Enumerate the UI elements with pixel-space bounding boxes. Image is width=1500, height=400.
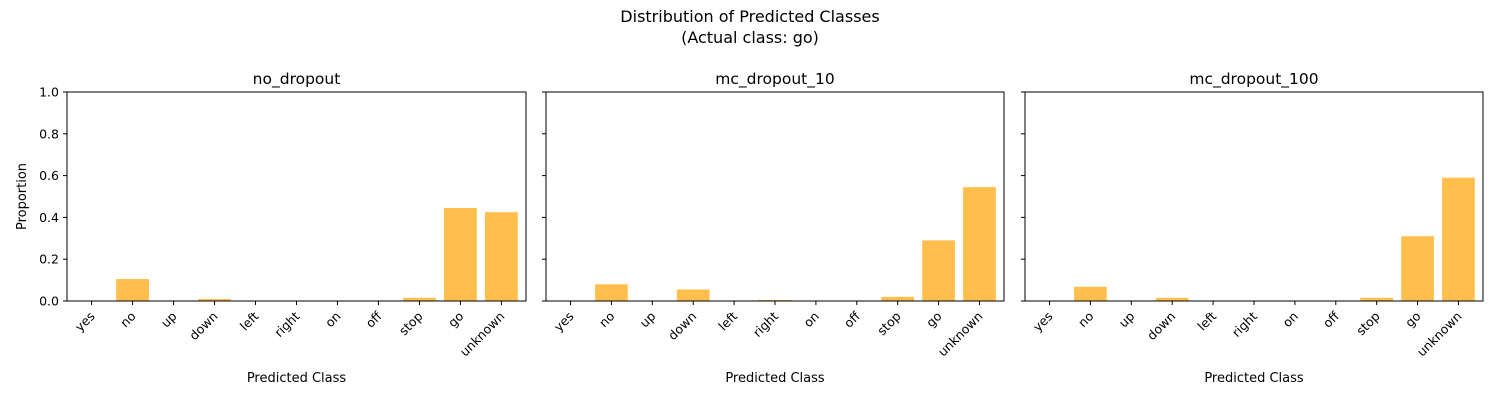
x-tick-label: no bbox=[596, 309, 618, 331]
x-tick-label: on bbox=[800, 309, 822, 331]
x-tick-label: yes bbox=[551, 309, 577, 335]
bar-unknown bbox=[1442, 177, 1475, 301]
x-tick-label: stop bbox=[396, 308, 426, 338]
x-tick-label: unknown bbox=[457, 309, 508, 360]
y-tick-label: 0.6 bbox=[39, 168, 59, 183]
x-axis-label: Predicted Class bbox=[725, 371, 825, 386]
bar-stop bbox=[1360, 297, 1394, 301]
x-tick-label: yes bbox=[1030, 309, 1056, 335]
bar-stop bbox=[881, 296, 915, 301]
subplot-panels: yes no up down left right on off stop gounknown0.… bbox=[15, 70, 1484, 386]
bar-no bbox=[1074, 286, 1107, 301]
subplot-title: mc_dropout_10 bbox=[715, 70, 834, 89]
bar-down bbox=[676, 289, 710, 301]
x-tick-label: up bbox=[1116, 308, 1138, 330]
x-tick-label: stop bbox=[1353, 308, 1383, 338]
x-tick-label: no bbox=[117, 309, 139, 331]
x-tick-label: go bbox=[923, 309, 945, 331]
y-tick-label: 0.0 bbox=[39, 294, 59, 309]
x-tick-label: on bbox=[1279, 309, 1301, 331]
x-tick-label: left bbox=[715, 308, 740, 333]
x-tick-label: off bbox=[1320, 308, 1342, 330]
x-tick-label: no bbox=[1075, 309, 1097, 331]
x-tick-label: yes bbox=[72, 309, 98, 335]
x-tick-label: down bbox=[665, 309, 699, 343]
bar-unknown bbox=[485, 212, 518, 301]
figure-title-line1: Distribution of Predicted Classes bbox=[620, 7, 879, 26]
bar-stop bbox=[403, 297, 436, 301]
x-tick-label: on bbox=[322, 309, 344, 331]
x-axis-label: Predicted Class bbox=[1204, 371, 1304, 386]
bar-unknown bbox=[963, 187, 996, 301]
x-tick-label: stop bbox=[874, 308, 904, 338]
x-tick-label: left bbox=[1194, 308, 1219, 333]
bar-right bbox=[758, 299, 792, 301]
x-tick-label: right bbox=[1229, 308, 1260, 339]
x-tick-label: right bbox=[271, 308, 302, 339]
y-tick-label: 0.8 bbox=[39, 126, 59, 141]
x-tick-label: go bbox=[445, 309, 467, 331]
y-tick-label: 1.0 bbox=[39, 85, 59, 100]
x-tick-label: left bbox=[237, 308, 262, 333]
x-tick-label: off bbox=[362, 308, 384, 330]
x-tick-label: go bbox=[1402, 309, 1424, 331]
y-axis-label: Proportion bbox=[15, 163, 30, 230]
bar-no bbox=[116, 279, 149, 301]
x-tick-label: down bbox=[1144, 309, 1178, 343]
subplot-title: no_dropout bbox=[253, 70, 341, 89]
y-tick-label: 0.2 bbox=[39, 252, 59, 267]
y-tick-label: 0.4 bbox=[39, 210, 59, 225]
x-tick-label: right bbox=[750, 308, 781, 339]
x-tick-label: up bbox=[637, 308, 659, 330]
bar-down bbox=[1155, 297, 1189, 301]
bar-go bbox=[922, 240, 955, 301]
bar-down bbox=[198, 298, 231, 301]
x-tick-label: off bbox=[841, 308, 863, 330]
bar-go bbox=[444, 208, 477, 301]
bar-go bbox=[1401, 236, 1434, 301]
x-tick-label: unknown bbox=[1414, 309, 1465, 360]
x-tick-label: unknown bbox=[935, 309, 986, 360]
bar-no bbox=[595, 284, 628, 301]
figure-title-line2: (Actual class: go) bbox=[681, 28, 819, 47]
x-tick-label: up bbox=[158, 308, 180, 330]
x-axis-label: Predicted Class bbox=[247, 371, 347, 386]
subplot-title: mc_dropout_100 bbox=[1189, 70, 1318, 89]
x-tick-label: down bbox=[186, 309, 220, 343]
